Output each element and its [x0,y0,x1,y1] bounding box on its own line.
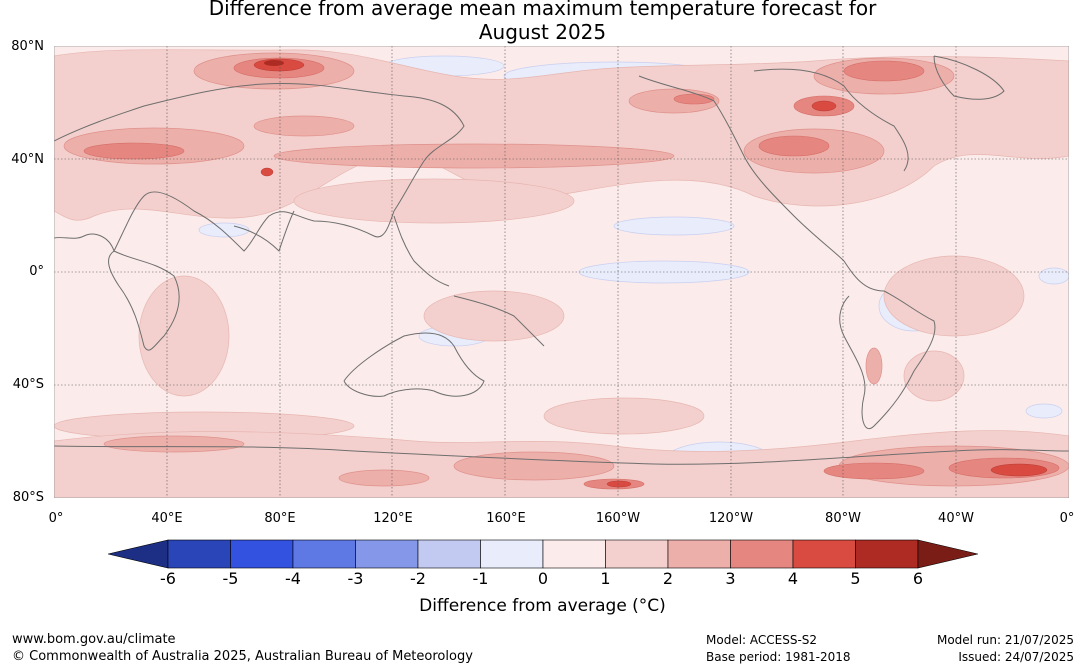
anomaly-above-4 [253,58,1048,488]
colorbar-tick-label: -4 [285,569,301,588]
colorbar-bin [417,539,481,569]
footer-base-period: Base period: 1981-2018 [706,650,851,664]
colorbar-tick-label: 0 [537,569,549,588]
footer-issued: Issued: 24/07/2025 [958,650,1074,664]
colorbar-arrow-low [108,539,169,569]
colorbar-arrow-high [917,539,978,569]
map-canvas [54,46,1069,498]
colorbar-bin [667,539,731,569]
lon-label-160w: 160°W [595,511,641,526]
colorbar-tick-label: -6 [160,569,176,588]
graticule [54,46,1069,498]
lat-label-40n: 40°N [11,152,44,167]
anomaly-above-5 [264,60,284,66]
colorbar-bin [480,539,544,569]
footer-model-run: Model run: 21/07/2025 [936,633,1074,647]
colorbar [108,539,978,569]
footer-website[interactable]: www.bom.gov.au/climate [12,632,176,647]
footer-model: Model: ACCESS-S2 [706,633,818,647]
chart-title: Difference from average mean maximum tem… [0,0,1085,44]
lon-label-120e: 120°E [373,511,413,526]
colorbar-bin [730,539,794,569]
title-line-1: Difference from average mean maximum tem… [208,0,877,20]
lon-label-0-left: 0° [48,511,64,526]
lon-label-120w: 120°W [708,511,754,526]
lat-label-0: 0° [29,264,44,279]
colorbar-bin [855,539,919,569]
colorbar-bin [355,539,419,569]
colorbar-bin [167,539,231,569]
lat-label-80n: 80°N [11,39,44,54]
lon-label-80w: 80°W [825,511,861,526]
footer-copyright: © Commonwealth of Australia 2025, Austra… [12,649,473,664]
colorbar-tick-label: 1 [600,569,611,588]
colorbar-bin [292,539,356,569]
lat-label-80s: 80°S [12,490,44,505]
colorbar-tick-label: 4 [787,569,799,588]
lon-label-40w: 40°W [938,511,974,526]
colorbar-tick-label: -3 [347,569,364,588]
lat-label-40s: 40°S [12,377,44,392]
colorbar-tick-label: 2 [662,569,674,588]
lon-label-80e: 80°E [264,511,296,526]
anomaly-1-to-2 [54,49,1069,498]
colorbar-tick-label: 3 [725,569,736,588]
colorbar-label: Difference from average (°C) [419,596,666,616]
lon-label-40e: 40°E [151,511,183,526]
colorbar-tick-label: -5 [222,569,239,588]
colorbar-bin [792,539,856,569]
anomaly-map [54,46,1069,498]
lon-label-0-right: 0° [1059,511,1075,526]
lon-label-160e: 160°E [486,511,526,526]
colorbar-bin [542,539,606,569]
colorbar-tick-label: 5 [850,569,861,588]
title-line-2: August 2025 [478,20,607,44]
coastlines [54,55,1069,465]
colorbar-bin [230,539,294,569]
colorbar-tick-label: -2 [410,569,426,588]
colorbar-bin [605,539,669,569]
colorbar-tick-label: 6 [912,569,924,588]
colorbar-tick-label: -1 [472,569,489,588]
